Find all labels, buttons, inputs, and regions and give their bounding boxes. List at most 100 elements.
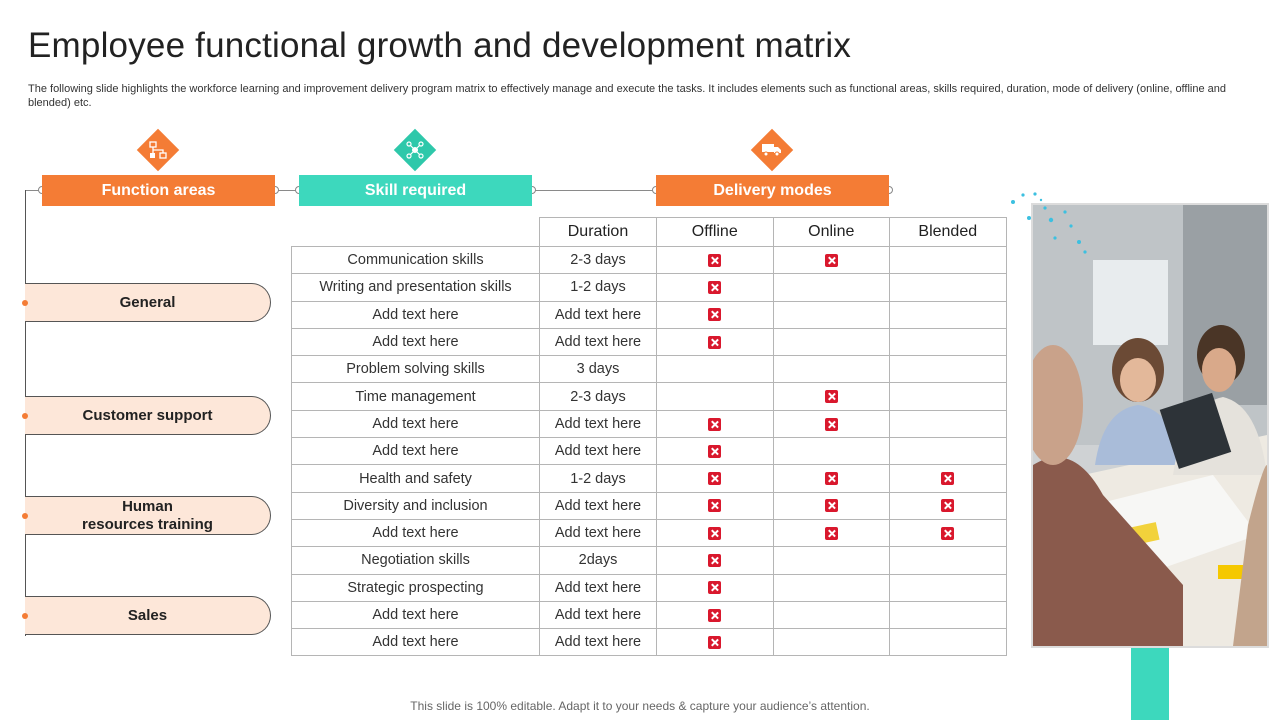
function-area-hr-training: Human resources training — [25, 496, 271, 535]
cell-online — [772, 327, 890, 357]
cell-duration: Add text here — [539, 600, 657, 630]
cell-blended — [889, 546, 1007, 575]
cell-online — [772, 573, 890, 602]
cell-offline — [656, 245, 774, 275]
cell-skill: Writing and presentation skills — [291, 273, 540, 302]
cell-blended — [889, 437, 1007, 466]
col-header-online: Online — [772, 217, 890, 247]
cell-blended — [889, 409, 1007, 439]
cell-duration: Add text here — [539, 491, 657, 520]
table-row: Writing and presentation skills 1-2 days — [291, 273, 1007, 302]
table-row: Add text here Add text here — [291, 437, 1007, 466]
cell-skill: Strategic prospecting — [291, 573, 540, 602]
cell-offline — [656, 464, 774, 493]
x-mark-icon — [708, 281, 722, 295]
cell-duration: Add text here — [539, 300, 657, 329]
slide-subtitle: The following slide highlights the workf… — [28, 83, 1227, 109]
x-mark-icon — [824, 253, 838, 267]
skills-matrix-table: Duration Offline Online Blended Communic… — [291, 217, 1007, 657]
cell-skill: Communication skills — [291, 245, 540, 275]
cell-offline — [656, 600, 774, 630]
cell-skill: Add text here — [291, 437, 540, 466]
x-mark-icon — [824, 472, 838, 486]
header-skill-required: Skill required — [299, 175, 532, 206]
cell-duration: 2-3 days — [539, 382, 657, 411]
x-mark-icon — [708, 499, 722, 513]
cell-duration: Add text here — [539, 437, 657, 466]
header-function-areas: Function areas — [42, 175, 275, 206]
col-header-duration: Duration — [539, 217, 657, 247]
cell-offline — [656, 355, 774, 384]
cell-online — [772, 546, 890, 575]
x-mark-icon — [824, 499, 838, 513]
cell-duration: Add text here — [539, 573, 657, 602]
table-row: Add text here Add text here — [291, 409, 1007, 439]
cell-duration: 1-2 days — [539, 464, 657, 493]
cell-offline — [656, 382, 774, 411]
cell-online — [772, 491, 890, 520]
cell-online — [772, 409, 890, 439]
cell-offline — [656, 491, 774, 520]
col-header-blended: Blended — [889, 217, 1007, 247]
table-row: Strategic prospecting Add text here — [291, 573, 1007, 602]
meeting-photo — [1031, 203, 1269, 648]
x-mark-icon — [824, 526, 838, 540]
cell-skill: Problem solving skills — [291, 355, 540, 384]
cell-skill: Add text here — [291, 327, 540, 357]
cell-online — [772, 300, 890, 329]
x-mark-icon — [824, 390, 838, 404]
cell-duration: 3 days — [539, 355, 657, 384]
x-mark-icon — [708, 581, 722, 595]
header-delivery-modes: Delivery modes — [656, 175, 889, 206]
cell-blended — [889, 600, 1007, 630]
x-mark-icon — [708, 526, 722, 540]
table-row: Add text here Add text here — [291, 628, 1007, 657]
slide-title: Employee functional growth and developme… — [28, 26, 852, 65]
x-mark-icon — [708, 308, 722, 322]
cell-online — [772, 273, 890, 302]
cell-duration: Add text here — [539, 518, 657, 548]
x-mark-icon — [708, 444, 722, 458]
cell-skill: Negotiation skills — [291, 546, 540, 575]
cell-blended — [889, 464, 1007, 493]
cell-blended — [889, 573, 1007, 602]
x-mark-icon — [941, 499, 955, 513]
table-row: Add text here Add text here — [291, 300, 1007, 329]
table-row: Diversity and inclusion Add text here — [291, 491, 1007, 520]
function-area-general: General — [25, 283, 271, 322]
cell-online — [772, 518, 890, 548]
function-area-sales: Sales — [25, 596, 271, 635]
cell-skill: Add text here — [291, 628, 540, 657]
cell-offline — [656, 546, 774, 575]
x-mark-icon — [941, 472, 955, 486]
decorative-dots — [1011, 192, 1087, 254]
cell-blended — [889, 628, 1007, 657]
x-mark-icon — [708, 635, 722, 649]
cell-offline — [656, 628, 774, 657]
x-mark-icon — [708, 417, 722, 431]
table-row: Add text here Add text here — [291, 600, 1007, 630]
cell-duration: 2-3 days — [539, 245, 657, 275]
cell-duration: Add text here — [539, 409, 657, 439]
x-mark-icon — [708, 253, 722, 267]
table-row: Communication skills 2-3 days — [291, 245, 1007, 275]
cell-offline — [656, 409, 774, 439]
function-area-customer-support: Customer support — [25, 396, 271, 435]
cell-offline — [656, 437, 774, 466]
cell-blended — [889, 273, 1007, 302]
cell-blended — [889, 300, 1007, 329]
cell-online — [772, 628, 890, 657]
cell-offline — [656, 300, 774, 329]
x-mark-icon — [824, 417, 838, 431]
network-people-icon — [393, 128, 437, 172]
cell-skill: Add text here — [291, 409, 540, 439]
table-row: Add text here Add text here — [291, 327, 1007, 357]
x-mark-icon — [708, 554, 722, 568]
cell-skill: Diversity and inclusion — [291, 491, 540, 520]
cell-online — [772, 464, 890, 493]
cell-duration: 1-2 days — [539, 273, 657, 302]
org-chart-icon — [136, 128, 180, 172]
cell-duration: 2days — [539, 546, 657, 575]
x-mark-icon — [708, 472, 722, 486]
cell-offline — [656, 273, 774, 302]
